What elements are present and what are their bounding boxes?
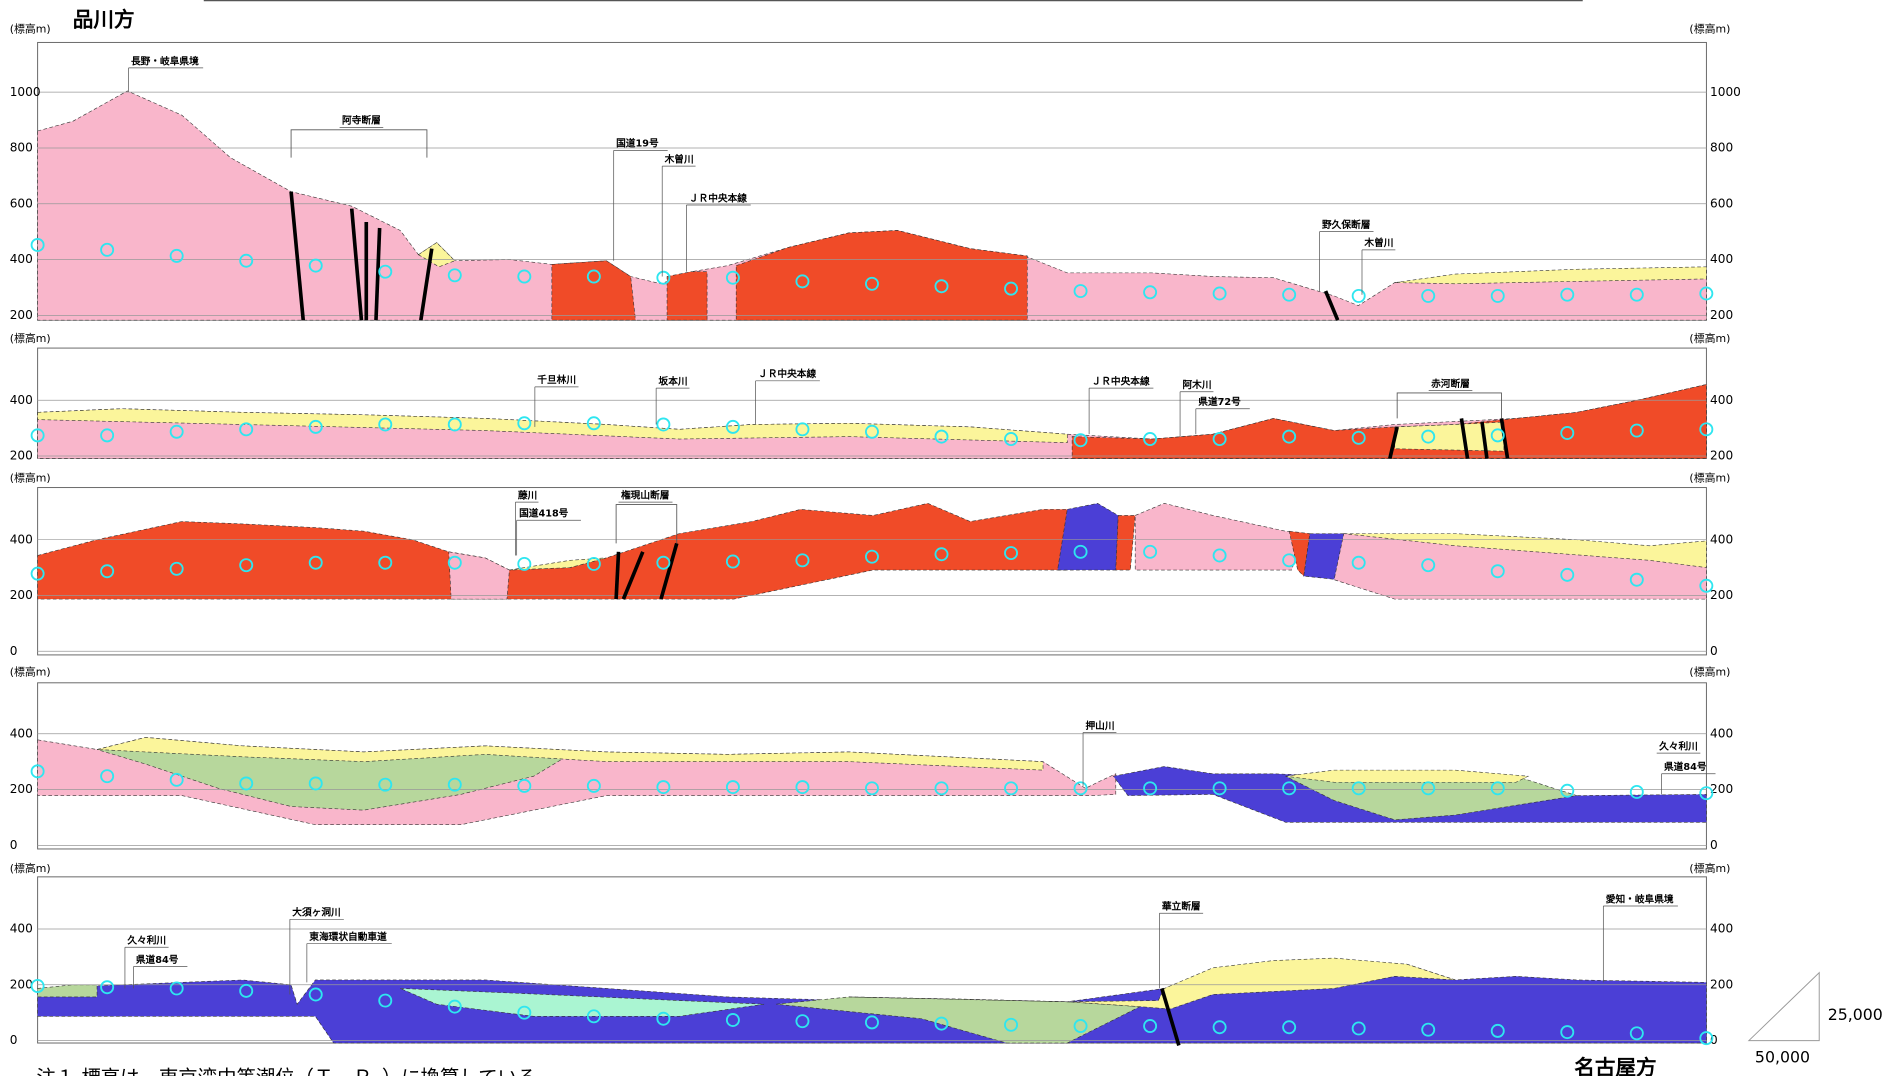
right-direction: 名古屋方 <box>1574 1056 1656 1076</box>
annotation: 赤河断層 <box>1431 377 1470 390</box>
fault-bracket <box>1397 393 1501 418</box>
annotation: 愛知・岐阜県境 <box>1606 892 1674 905</box>
rock-layer <box>1058 503 1119 570</box>
y-tick-label: 200 <box>10 449 33 463</box>
axis-label-right: (標高m) <box>1689 470 1730 484</box>
y-tick-label-right: 600 <box>1710 196 1733 210</box>
annotation: 坂本川 <box>659 374 688 387</box>
annotation: 阿寺断層 <box>342 114 381 127</box>
y-tick-label: 200 <box>10 782 33 796</box>
annotation: 東海環状自動車道 <box>309 930 387 943</box>
scale-triangle <box>1749 973 1819 1041</box>
annotation: 藤川 <box>518 488 537 501</box>
axis-label-right: (標高m) <box>1689 861 1730 875</box>
annotation: 押山川 <box>1085 719 1114 732</box>
section-panel: 400 400 200 200 (標高m) (標高m) 千旦林川 坂本川 ＪＲ中央本線 ＪＲ中央本… <box>10 331 1733 463</box>
y-tick-label: 0 <box>10 1033 18 1047</box>
annotation: 県道84号 <box>136 953 179 966</box>
vertical-scale: 25,000 <box>1828 1005 1883 1024</box>
y-tick-label-right: 400 <box>1710 726 1733 740</box>
annotation: 大須ヶ洞川 <box>292 906 340 919</box>
rock-layer <box>449 552 510 599</box>
y-tick-label-right: 800 <box>1710 141 1733 155</box>
note: 注１ 標高は、東京湾中等潮位（Ｔ．Ｐ．）に換算している <box>36 1066 536 1076</box>
y-tick-label-right: 200 <box>1710 977 1733 991</box>
axis-label-right: (標高m) <box>1689 22 1730 36</box>
rock-layer <box>38 985 97 997</box>
rock-layer <box>667 272 707 321</box>
left-direction: 品川方 <box>73 8 135 32</box>
section-panel: 40040020020000(標高m)(標高m)久々利川県道84号大須ヶ洞川東海… <box>10 861 1733 1047</box>
annotation: 千旦林川 <box>537 373 576 386</box>
y-tick-label: 400 <box>10 922 33 936</box>
y-tick-label: 600 <box>10 196 33 210</box>
page: {"header": {"left_direction": "品川方", "ri… <box>0 0 1892 1076</box>
annotation: 県道72号 <box>1198 395 1241 408</box>
annotation: 久々利川 <box>1658 740 1698 753</box>
y-tick-label-right: 400 <box>1710 922 1733 936</box>
axis-label-right: (標高m) <box>1689 665 1730 679</box>
y-tick-label-right: 0 <box>1710 644 1718 658</box>
annotation: 木曽川 <box>664 153 694 166</box>
rock-layer <box>1116 515 1135 570</box>
y-tick-label: 1000 <box>10 85 41 99</box>
y-tick-label-right: 0 <box>1710 838 1718 852</box>
annotation: ＪＲ中央本線 <box>758 367 816 380</box>
y-tick-label-right: 400 <box>1710 393 1733 407</box>
y-tick-label: 200 <box>10 588 33 602</box>
panels: 1000 1000 800 800 600 600 400 400 200 200 (標高m) (標高… <box>10 22 1741 1047</box>
axis-label-left: (標高m) <box>10 665 51 679</box>
annotation: 県道84号 <box>1664 760 1707 773</box>
annotation: 木曽川 <box>1363 236 1393 249</box>
annotation: 権現山断層 <box>621 488 669 501</box>
rock-layer <box>1072 384 1706 458</box>
annotation: 国道19号 <box>616 137 659 150</box>
rock-layer <box>1286 770 1529 782</box>
y-tick-label-right: 1000 <box>1710 85 1741 99</box>
y-tick-label-right: 400 <box>1710 532 1733 546</box>
y-tick-label-right: 200 <box>1710 308 1733 322</box>
fault-bracket <box>291 130 427 158</box>
y-tick-label: 800 <box>10 141 33 155</box>
fault-line <box>616 552 618 599</box>
axis-label-left: (標高m) <box>10 470 51 484</box>
annotation: 国道418号 <box>519 507 569 520</box>
y-tick-label: 400 <box>10 726 33 740</box>
y-tick-label: 400 <box>10 252 33 266</box>
annotation: 野久保断層 <box>1322 218 1370 231</box>
annotation: ＪＲ中央本線 <box>689 191 747 204</box>
y-tick-label: 0 <box>10 644 18 658</box>
axis-label-left: (標高m) <box>10 22 51 36</box>
y-tick-label-right: 400 <box>1710 252 1733 266</box>
rock-layer <box>736 230 1027 320</box>
section-panel: 1000 1000 800 800 600 600 400 400 200 200 (標高m) (標高… <box>10 22 1741 322</box>
annotation: 華立断層 <box>1162 900 1201 913</box>
y-tick-label: 0 <box>10 838 18 852</box>
annotation: ＪＲ中央本線 <box>1092 374 1150 387</box>
annotation: 阿木川 <box>1182 378 1211 391</box>
y-tick-label-right: 200 <box>1710 588 1733 602</box>
y-tick-label-right: 200 <box>1710 449 1733 463</box>
cross-section-sheet: 品川方 名古屋方 25,000 50,000 注１ 標高は、東京湾中等潮位（Ｔ．… <box>0 0 1892 1076</box>
axis-label-left: (標高m) <box>10 861 51 875</box>
y-tick-label: 400 <box>10 532 33 546</box>
y-tick-label: 400 <box>10 393 33 407</box>
y-tick-label: 200 <box>10 977 33 991</box>
boring-marker <box>1353 290 1365 302</box>
axis-label-left: (標高m) <box>10 331 51 345</box>
rock-layer <box>1135 503 1304 570</box>
rock-layer <box>1395 422 1504 451</box>
y-tick-label-right: 200 <box>1710 782 1733 796</box>
axis-label-right: (標高m) <box>1689 331 1730 345</box>
horizontal-scale: 50,000 <box>1755 1047 1810 1066</box>
y-tick-label: 200 <box>10 308 33 322</box>
annotation: 長野・岐阜県境 <box>131 54 199 67</box>
annotation: 久々利川 <box>126 934 166 947</box>
